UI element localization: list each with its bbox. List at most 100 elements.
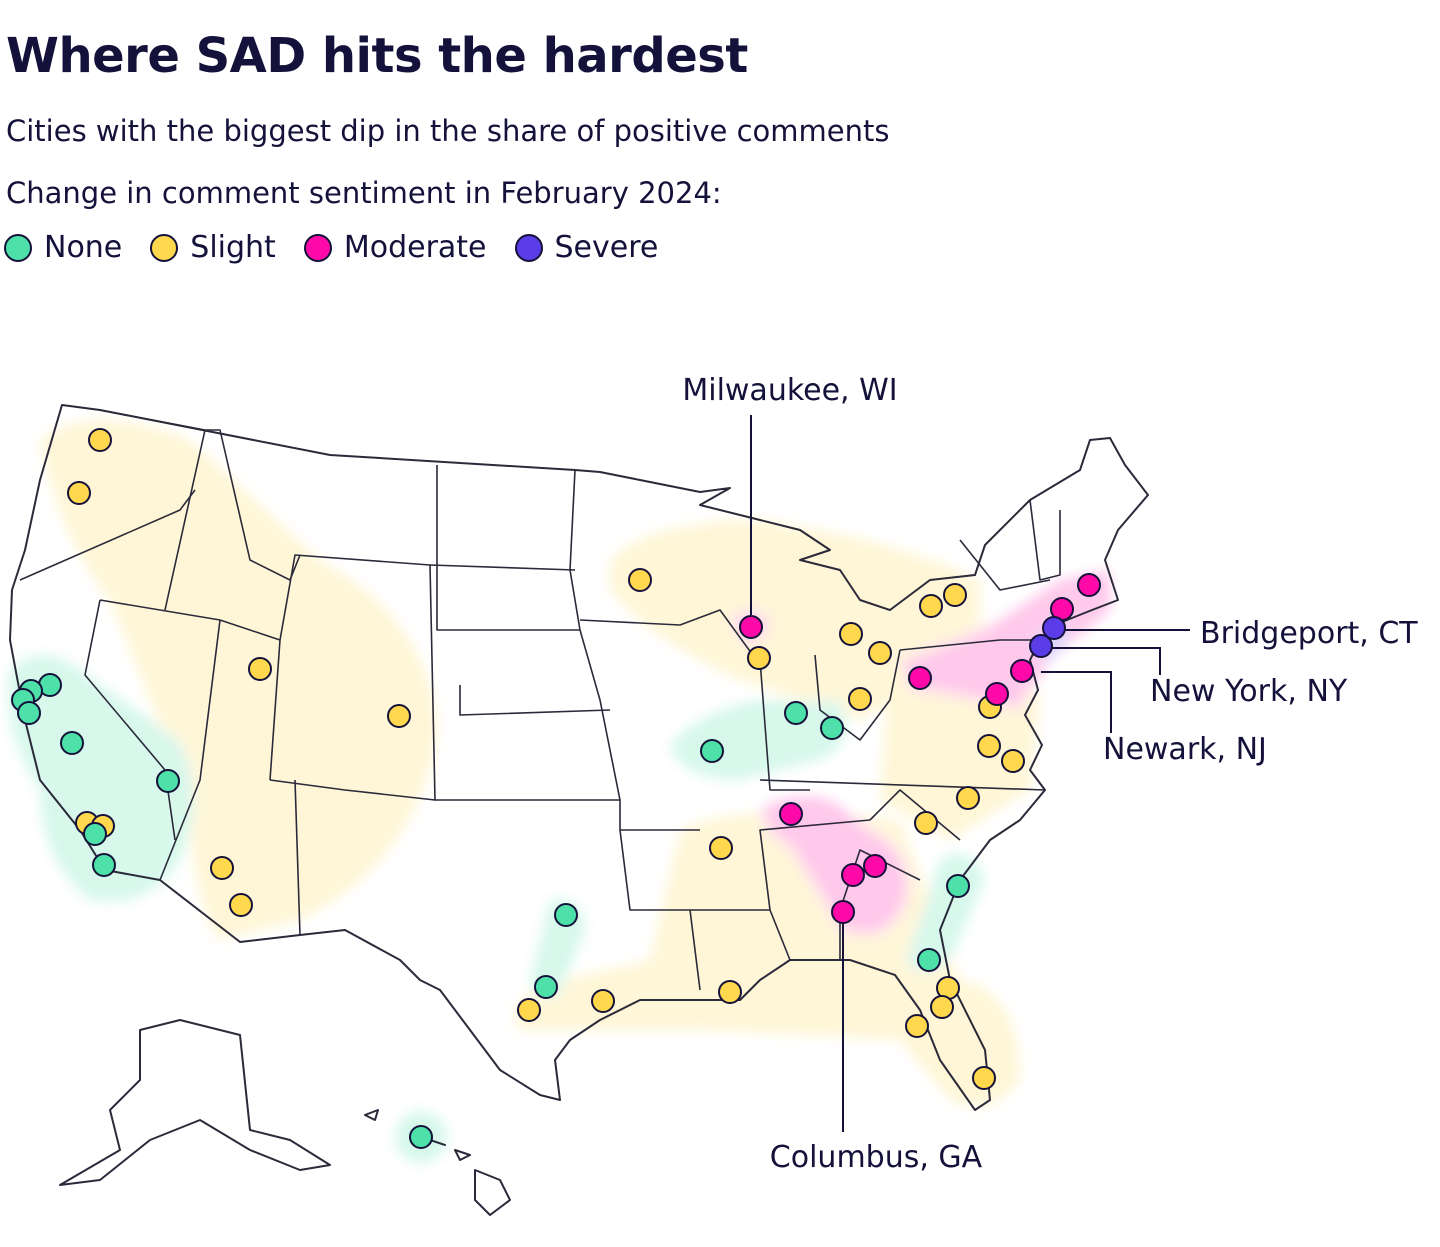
city-point-slight (930, 995, 954, 1019)
alaska-outline (59, 1019, 331, 1186)
state-border (869, 789, 961, 841)
hawaii-outline (364, 1109, 511, 1216)
state-border (569, 469, 621, 801)
city-point-slight (747, 646, 771, 670)
city-point-slight (848, 687, 872, 711)
leader-line (1045, 647, 1161, 675)
label-columbus: Columbus, GA (770, 1140, 983, 1175)
annotation-labels: Milwaukee, WI Bridgeport, CT New York, N… (682, 373, 1418, 1175)
state-border (429, 564, 576, 571)
state-border (19, 489, 196, 581)
annotation-leaders (750, 415, 1190, 1132)
state-border (759, 819, 871, 911)
halo-slight (610, 520, 980, 720)
legend-item-slight: Slight (150, 230, 276, 265)
state-border (759, 779, 1046, 791)
state-border (435, 799, 700, 831)
state-border (579, 609, 761, 666)
city-point-slight (972, 1066, 996, 1090)
city-point-slight (977, 734, 1001, 758)
page-title: Where SAD hits the hardest (6, 28, 748, 84)
city-point-slight (956, 786, 980, 810)
city-point-slight (718, 980, 742, 1004)
label-bridgeport: Bridgeport, CT (1200, 616, 1418, 651)
city-point-moderate (908, 666, 932, 690)
city-point-none (700, 739, 724, 763)
moderate-swatch-icon (303, 233, 332, 262)
city-point-slight (919, 594, 943, 618)
city-point-severe (1029, 634, 1053, 658)
us-outline (9, 404, 1149, 1216)
state-border (294, 779, 301, 936)
state-border (959, 539, 1051, 591)
city-point-none (83, 822, 107, 846)
legend-label: Moderate (343, 230, 487, 265)
city-point-moderate (739, 615, 763, 639)
halo-moderate (760, 796, 910, 937)
state-border (759, 659, 810, 791)
halo-none (8, 655, 195, 902)
lower-48-outline (9, 404, 1149, 1111)
state-border (899, 639, 1040, 651)
subtitle: Cities with the biggest dip in the share… (6, 114, 890, 148)
city-point-severe (1042, 616, 1066, 640)
state-border (99, 599, 221, 881)
state-border (814, 649, 901, 741)
city-point-slight (868, 641, 892, 665)
legend-label: None (44, 230, 123, 265)
legend-item-none: None (4, 230, 122, 265)
label-newark: Newark, NJ (1103, 732, 1267, 767)
severe-swatch-icon (514, 233, 543, 262)
city-point-slight (229, 893, 253, 917)
leader-line (1041, 671, 1112, 733)
city-point-slight (1001, 749, 1025, 773)
city-point-none (60, 731, 84, 755)
legend-label: Severe (554, 230, 659, 265)
city-point-moderate (779, 802, 803, 826)
label-new-york: New York, NY (1150, 674, 1348, 709)
city-point-none (17, 701, 41, 725)
city-point-slight (591, 989, 615, 1013)
state-border (205, 429, 301, 581)
city-point-none (156, 769, 180, 793)
city-point-moderate (841, 863, 865, 887)
city-point-slight (67, 481, 91, 505)
city-point-moderate (1077, 573, 1101, 597)
legend: None Slight Moderate Severe (4, 230, 658, 265)
legend-label: Slight (190, 230, 276, 265)
state-border (269, 554, 436, 801)
city-point-slight (248, 657, 272, 681)
city-points (11, 428, 1101, 1149)
halo-none (670, 700, 847, 780)
city-point-slight (709, 836, 733, 860)
city-point-none (534, 975, 558, 999)
legend-item-moderate: Moderate (303, 230, 487, 265)
city-point-moderate (863, 854, 887, 878)
city-point-slight (628, 568, 652, 592)
state-border (84, 599, 176, 841)
slight-swatch-icon (150, 233, 179, 262)
state-border (459, 685, 611, 716)
city-point-slight (943, 583, 967, 607)
city-point-none (917, 948, 941, 972)
city-point-none (946, 874, 970, 898)
label-milwaukee: Milwaukee, WI (682, 373, 897, 408)
state-border (1029, 499, 1061, 581)
none-swatch-icon (4, 233, 32, 262)
legend-item-severe: Severe (514, 230, 659, 265)
halo-slight (40, 420, 438, 940)
city-point-none (92, 853, 116, 877)
city-point-none (554, 903, 578, 927)
city-point-slight (517, 998, 541, 1022)
city-point-slight (88, 428, 112, 452)
state-border (436, 465, 580, 631)
city-point-slight (839, 622, 863, 646)
city-point-slight (914, 811, 938, 835)
city-point-none (784, 701, 808, 725)
city-point-none (409, 1125, 433, 1149)
city-point-slight (905, 1014, 929, 1038)
city-point-slight (387, 704, 411, 728)
legend-title: Change in comment sentiment in February … (6, 176, 722, 210)
city-point-slight (210, 856, 234, 880)
